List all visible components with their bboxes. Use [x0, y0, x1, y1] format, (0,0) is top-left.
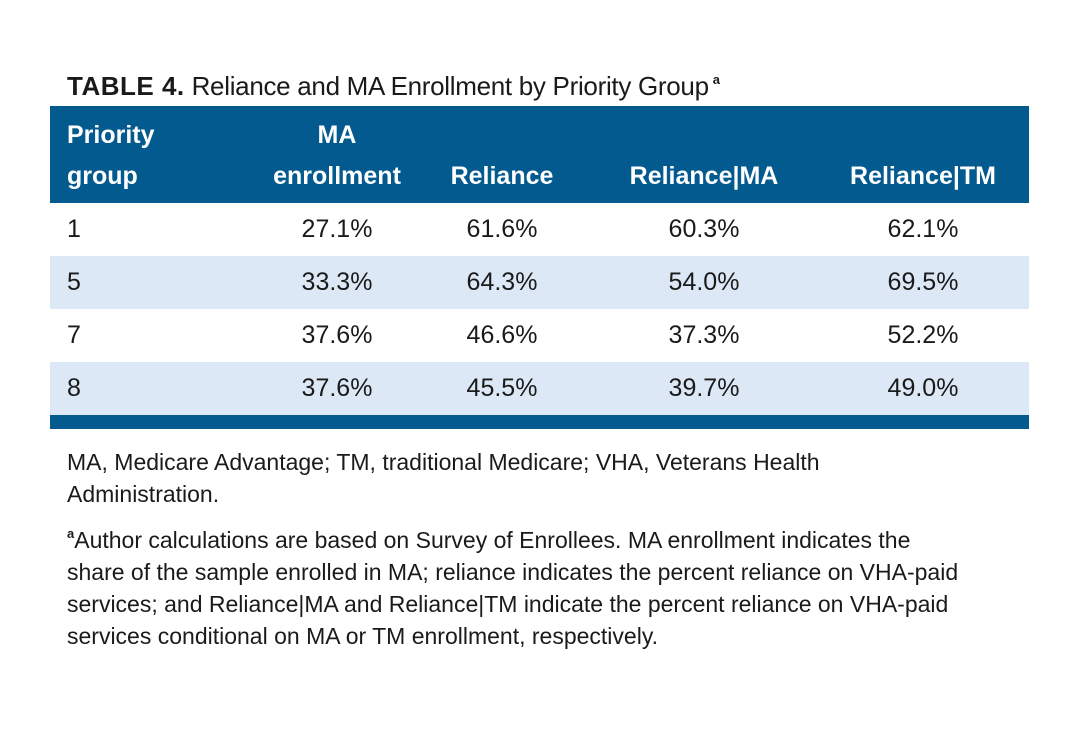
- header-priority-line2: group: [67, 162, 138, 190]
- cell-reliance: 46.6%: [466, 321, 538, 349]
- abbreviations-note: MA, Medicare Advantage; TM, traditional …: [67, 449, 820, 507]
- data-table: Priority group MA enrollment Reliance Re…: [50, 106, 1029, 429]
- table-number: TABLE 4.: [67, 71, 185, 101]
- header-reliance-tm: Reliance|TM: [850, 162, 996, 190]
- table-row: 7 37.6% 46.6% 37.3% 52.2%: [50, 309, 1029, 362]
- table-header: Priority group MA enrollment Reliance Re…: [50, 106, 1029, 203]
- cell-reliance: 64.3%: [466, 268, 538, 296]
- table-title: TABLE 4. Reliance and MA Enrollment by P…: [67, 62, 720, 104]
- header-ma-line1: MA: [317, 121, 357, 149]
- cell-priority-group: 7: [67, 321, 81, 349]
- cell-reliance-ma: 60.3%: [668, 215, 740, 243]
- cell-reliance: 45.5%: [466, 374, 538, 402]
- title-footnote-marker: a: [712, 72, 720, 87]
- table-title-text: Reliance and MA Enrollment by Priority G…: [191, 71, 709, 101]
- cell-reliance-tm: 49.0%: [887, 374, 959, 402]
- cell-priority-group: 1: [67, 215, 81, 243]
- cell-reliance-ma: 39.7%: [668, 374, 740, 402]
- table-row: 8 37.6% 45.5% 39.7% 49.0%: [50, 362, 1029, 415]
- cell-priority-group: 8: [67, 374, 81, 402]
- cell-ma-enrollment: 27.1%: [301, 215, 373, 243]
- table-row: 1 27.1% 61.6% 60.3% 62.1%: [50, 203, 1029, 256]
- cell-ma-enrollment: 37.6%: [301, 321, 373, 349]
- table-notes: MA, Medicare Advantage; TM, traditional …: [67, 446, 967, 660]
- cell-reliance-ma: 37.3%: [668, 321, 740, 349]
- cell-reliance-ma: 54.0%: [668, 268, 740, 296]
- cell-priority-group: 5: [67, 268, 81, 296]
- cell-reliance-tm: 52.2%: [887, 321, 959, 349]
- footnote-text: Author calculations are based on Survey …: [67, 527, 959, 649]
- cell-ma-enrollment: 33.3%: [301, 268, 373, 296]
- header-priority-line1: Priority: [67, 121, 155, 149]
- cell-reliance-tm: 62.1%: [887, 215, 959, 243]
- footnote-a: aAuthor calculations are based on Survey…: [67, 518, 967, 652]
- header-ma-line2: enrollment: [273, 162, 401, 190]
- cell-reliance-tm: 69.5%: [887, 268, 959, 296]
- cell-ma-enrollment: 37.6%: [301, 374, 373, 402]
- footnote-marker: a: [67, 526, 75, 541]
- header-reliance-ma: Reliance|MA: [629, 162, 779, 190]
- cell-reliance: 61.6%: [466, 215, 538, 243]
- header-reliance: Reliance: [450, 162, 554, 190]
- table-row: 5 33.3% 64.3% 54.0% 69.5%: [50, 256, 1029, 309]
- table-footer-rule: [50, 415, 1029, 429]
